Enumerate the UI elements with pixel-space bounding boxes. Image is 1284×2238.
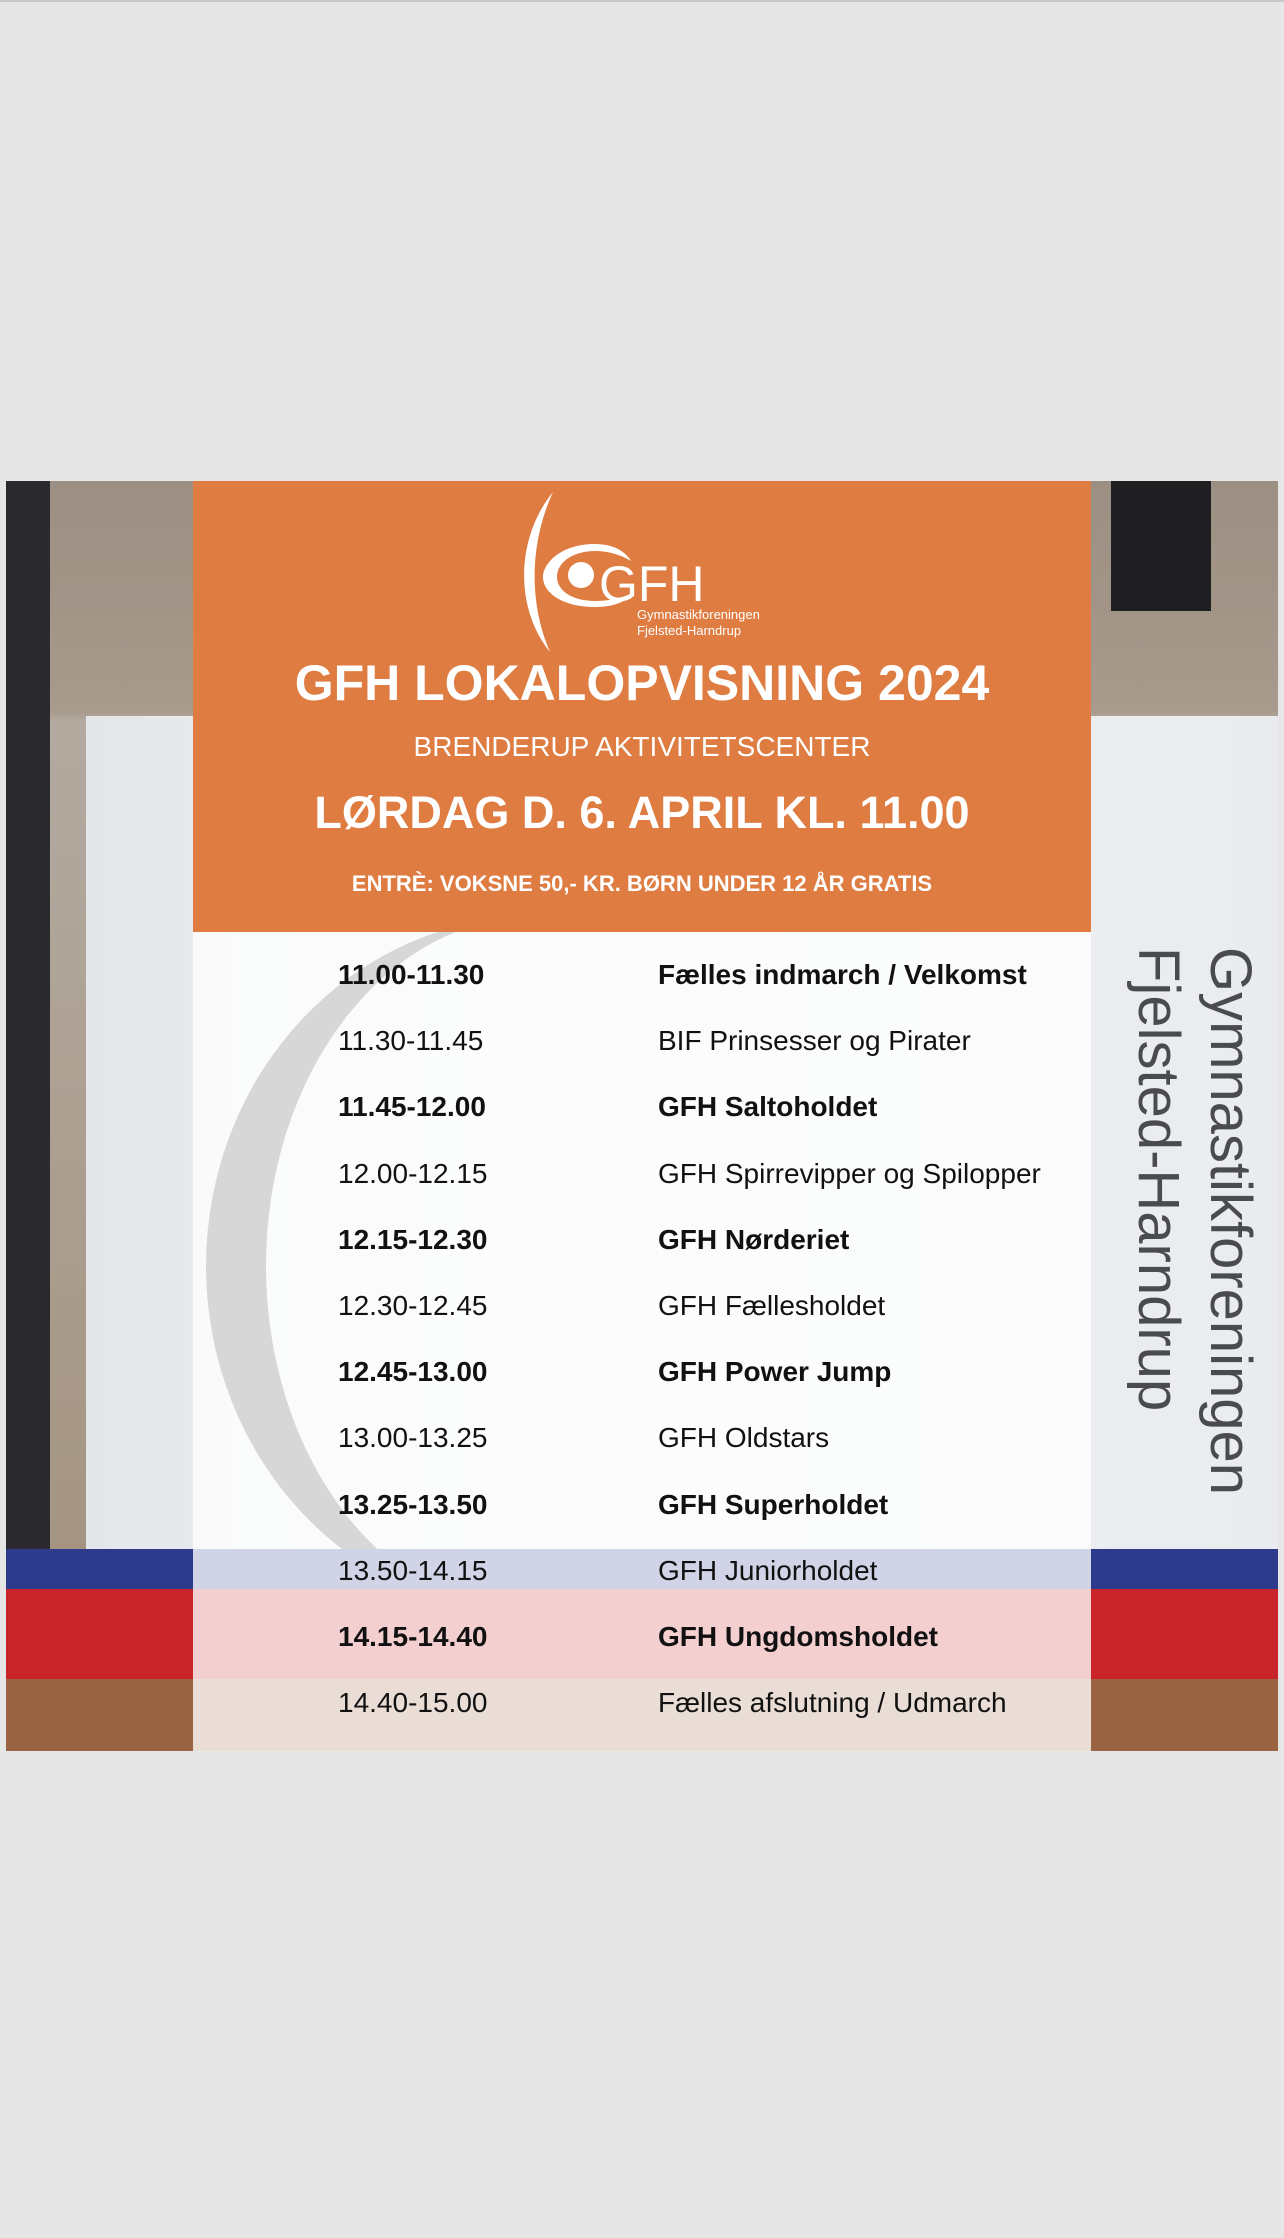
schedule-row: 11.45-12.00 GFH Saltoholdet [193,1091,1091,1131]
schedule-act: GFH Oldstars [658,1422,830,1454]
schedule-row: 13.25-13.50 GFH Superholdet [193,1489,1091,1529]
schedule-act: GFH Spirrevipper og Spilopper [658,1157,1041,1189]
top-border [0,0,1284,2]
schedule-row: 12.30-12.45 GFH Fællesholdet [193,1290,1091,1330]
schedule-act: Fælles afslutning / Udmarch [658,1687,1007,1719]
schedule-time: 13.25-13.50 [338,1488,488,1520]
schedule-time: 11.00-11.30 [338,959,485,990]
schedule-act: GFH Ungdomsholdet [658,1621,938,1652]
schedule-act: GFH Superholdet [658,1488,889,1520]
event-title: GFH LOKALOPVISNING 2024 [294,655,990,711]
schedule-row: 11.30-11.45 BIF Prinsesser og Pirater [193,1025,1091,1065]
schedule-time: 14.15-14.40 [338,1621,488,1652]
header-panel: GFH Gymnastikforeningen Fjelsted-Harndru… [193,481,1091,932]
background-wall [6,481,50,1561]
schedule-time: 12.15-12.30 [338,1223,488,1255]
banner-text-line1: Gymnastikforeningen [1198,947,1263,1496]
schedule-row: 12.45-13.00 GFH Power Jump [193,1356,1091,1396]
schedule-time: 13.50-14.15 [338,1554,488,1586]
schedule-act: GFH Juniorholdet [658,1554,878,1586]
gfh-logo: GFH Gymnastikforeningen Fjelsted-Harndru… [524,492,760,652]
logo-line1: Gymnastikforeningen [637,607,760,622]
schedule-act: Fælles indmarch / Velkomst [658,959,1027,990]
banner-text: Gymnastikforeningen Fjelsted-Harndrup [1106,947,1266,1537]
banner-text-line2: Fjelsted-Harndrup [1126,947,1191,1412]
schedule-time: 13.00-13.25 [338,1422,488,1454]
schedule-row: 12.00-12.15 GFH Spirrevipper og Spilopper [193,1158,1091,1198]
schedule-time: 12.00-12.15 [338,1157,488,1189]
schedule-act: GFH Nørderiet [658,1223,850,1255]
logo-line2: Fjelsted-Harndrup [637,623,741,638]
schedule-time: 14.40-15.00 [338,1687,488,1719]
event-date: LØRDAG D. 6. APRIL KL. 11.00 [314,787,970,838]
schedule-row: 12.15-12.30 GFH Nørderiet [193,1224,1091,1264]
logo-mark: GFH [599,556,705,612]
schedule-act: BIF Prinsesser og Pirater [658,1025,971,1057]
speaker-image [1111,481,1211,611]
schedule-panel: 11.00-11.30 Fælles indmarch / Velkomst 11.… [193,932,1091,1751]
schedule-act: GFH Power Jump [658,1356,892,1388]
entry-price: ENTRÈ: VOKSNE 50,- KR. BØRN UNDER 12 ÅR … [351,871,933,896]
schedule-row: 14.40-15.00 Fælles afslutning / Udmarch [193,1687,1091,1727]
schedule-time: 12.45-13.00 [338,1356,488,1388]
event-venue: BRENDERUP AKTIVITETSCENTER [413,731,871,762]
schedule-time: 11.45-12.00 [338,1091,486,1123]
schedule-row: 13.00-13.25 GFH Oldstars [193,1422,1091,1462]
schedule-time: 12.30-12.45 [338,1290,488,1321]
schedule-act: GFH Saltoholdet [658,1091,878,1123]
schedule-act: GFH Fællesholdet [658,1290,886,1321]
schedule-row: 11.00-11.30 Fælles indmarch / Velkomst [193,959,1091,999]
schedule-row: 13.50-14.15 GFH Juniorholdet [193,1555,1091,1595]
event-poster: GFH Gymnastikforeningen Fjelsted-Harndru… [6,481,1278,1751]
schedule-time: 11.30-11.45 [338,1025,484,1057]
schedule-row: 14.15-14.40 GFH Ungdomsholdet [193,1621,1091,1661]
